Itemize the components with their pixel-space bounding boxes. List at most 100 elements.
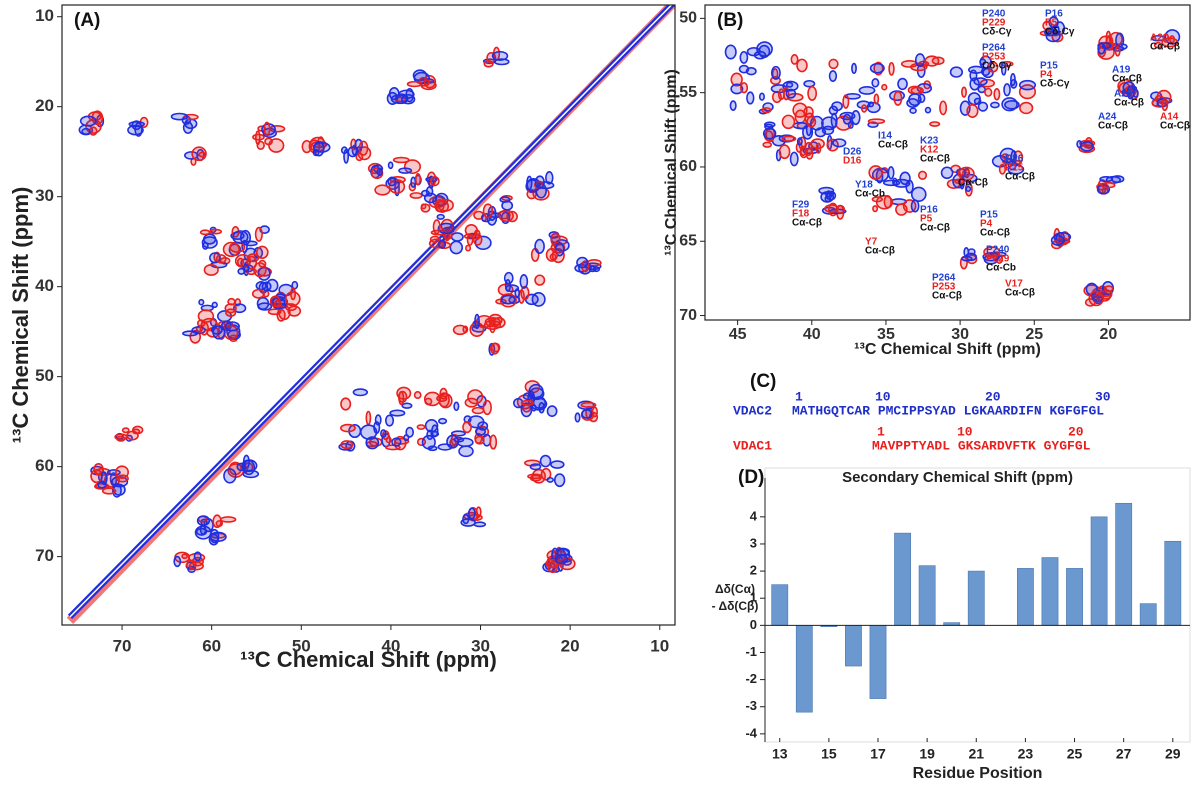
peak-contour bbox=[134, 122, 143, 137]
peak-contour bbox=[949, 66, 964, 78]
peak-contour bbox=[993, 87, 1001, 101]
peak-contour bbox=[984, 87, 993, 97]
peak-contour bbox=[979, 55, 992, 70]
peak-label: Cδ-Cγ bbox=[982, 61, 1012, 72]
peak-contour bbox=[467, 389, 484, 405]
peak-contour bbox=[826, 138, 839, 152]
peak-contour bbox=[758, 92, 765, 101]
x-axis-label: ¹³C Chemical Shift (ppm) bbox=[240, 647, 497, 672]
peak-contour bbox=[414, 172, 422, 186]
peak-contour bbox=[410, 176, 417, 188]
peak-contour bbox=[401, 402, 413, 409]
peak-contour bbox=[276, 308, 286, 322]
peak-contour bbox=[887, 166, 895, 180]
peak-label: R26 bbox=[1005, 154, 1024, 165]
y-axis-label: ¹³C Chemical Shift (ppm) bbox=[663, 69, 680, 256]
peak-contour bbox=[1045, 29, 1061, 43]
peak-contour bbox=[453, 401, 460, 412]
residue-number: 1 bbox=[795, 389, 803, 404]
peak-contour bbox=[403, 434, 410, 442]
peak-contour bbox=[806, 116, 817, 128]
peak-label: I14 bbox=[878, 131, 892, 142]
x-tick-label: 30 bbox=[471, 636, 490, 655]
x-tick-label: 21 bbox=[968, 746, 984, 762]
peak-contour bbox=[198, 151, 207, 158]
peak-contour bbox=[910, 186, 927, 203]
peak-contour bbox=[842, 94, 850, 109]
peak-label: Cα-Cβ bbox=[920, 154, 950, 165]
x-tick-label: 29 bbox=[1165, 746, 1181, 762]
peak-label: P229 bbox=[982, 18, 1006, 29]
peak-contour bbox=[474, 235, 492, 251]
peak-contour bbox=[762, 127, 777, 140]
peak-contour bbox=[438, 393, 453, 409]
peak-contour bbox=[290, 287, 297, 301]
peak-label: A14 bbox=[1160, 112, 1179, 123]
peak-contour bbox=[93, 463, 104, 476]
bar bbox=[771, 584, 789, 626]
peak-contour bbox=[406, 80, 423, 88]
peak-contour bbox=[785, 81, 794, 88]
peak-contour bbox=[215, 254, 227, 264]
peak-contour bbox=[739, 50, 749, 64]
peak-label: Cα-Cβ bbox=[1150, 42, 1180, 53]
peak-contour bbox=[380, 429, 387, 439]
peak-label: Cα-Cβ bbox=[1114, 98, 1144, 109]
peak-label: Cα-Cβ bbox=[878, 140, 908, 151]
peak-label: Cα-Cβ bbox=[958, 178, 988, 189]
peak-contour bbox=[967, 65, 985, 74]
peak-contour bbox=[115, 465, 129, 480]
peak-label: Cα-Cβ bbox=[920, 223, 950, 234]
peak-contour bbox=[199, 229, 211, 236]
peak-contour bbox=[464, 397, 479, 408]
peak-contour bbox=[961, 255, 973, 262]
bar bbox=[918, 565, 936, 626]
peak-contour bbox=[529, 463, 542, 471]
peak-label: A24 bbox=[1098, 112, 1117, 123]
peak-contour bbox=[868, 165, 883, 180]
x-tick-label: 23 bbox=[1018, 746, 1034, 762]
peak-contour bbox=[545, 247, 559, 262]
plot-area bbox=[724, 16, 1181, 307]
peak-contour bbox=[796, 137, 803, 146]
peak-label: Cα-Cβ bbox=[980, 228, 1010, 239]
peak-contour bbox=[538, 402, 545, 414]
peak-contour bbox=[462, 421, 472, 434]
peak-contour bbox=[416, 424, 426, 430]
peak-contour bbox=[483, 319, 502, 330]
peak-contour bbox=[285, 291, 301, 307]
peak-contour bbox=[513, 397, 524, 409]
peak-contour bbox=[739, 82, 749, 94]
peak-contour bbox=[730, 83, 744, 95]
peak-contour bbox=[1161, 98, 1169, 112]
peak-label: A25 bbox=[1114, 89, 1133, 100]
peak-label: Cα-Cβ bbox=[1098, 121, 1128, 132]
peak-contour bbox=[858, 85, 876, 95]
peak-contour bbox=[256, 296, 270, 311]
panel-label: (D) bbox=[738, 467, 764, 488]
peak-contour bbox=[810, 138, 825, 150]
peak-label: P240 bbox=[982, 9, 1006, 20]
peak-contour bbox=[365, 410, 372, 426]
peak-contour bbox=[100, 471, 108, 486]
peak-contour bbox=[504, 279, 512, 292]
peak-contour bbox=[528, 383, 544, 399]
residue-number: 20 bbox=[985, 389, 1001, 404]
plot-frame bbox=[704, 4, 1191, 321]
peak-label: A19 bbox=[1112, 65, 1131, 76]
peak-contour bbox=[546, 405, 558, 418]
peak-contour bbox=[391, 437, 402, 447]
peak-contour bbox=[432, 219, 441, 235]
peak-contour bbox=[762, 141, 773, 148]
peak-contour bbox=[173, 555, 182, 568]
peak-contour bbox=[554, 554, 569, 565]
peak-contour bbox=[1161, 37, 1179, 48]
peak-contour bbox=[482, 399, 492, 416]
peak-contour bbox=[581, 408, 593, 419]
bar bbox=[1066, 568, 1083, 626]
peak-contour bbox=[924, 55, 940, 67]
peak-contour bbox=[789, 151, 799, 167]
peak-contour bbox=[388, 87, 400, 101]
peak-label: R15 bbox=[1005, 163, 1024, 174]
